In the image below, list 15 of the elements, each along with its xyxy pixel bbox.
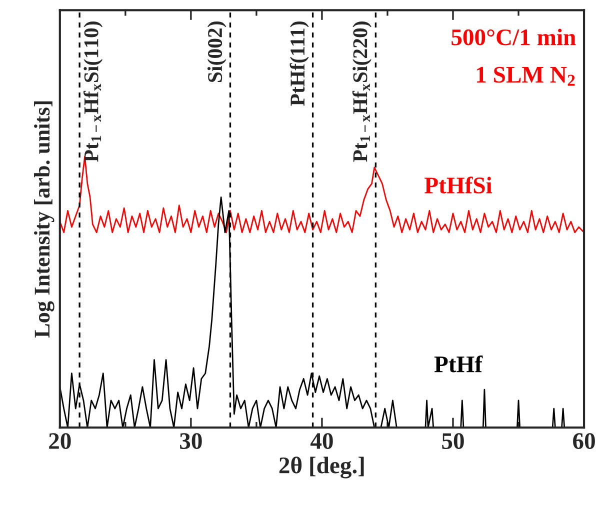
x-tick-label: 40: [310, 433, 333, 450]
x-tick-label: 20: [49, 433, 71, 450]
y-axis-title: Log Intensity [arb. units]: [34, 101, 54, 338]
ref-line-label: Pt$_{1−x}$Hf$_{x}$Si(220): [352, 22, 372, 162]
ref-line-label: PtHf(111): [290, 22, 309, 106]
series-label: PtHfSi: [424, 176, 492, 194]
x-axis-title: 2θ [deg.]: [279, 456, 364, 478]
ref-line-label: Pt$_{1−x}$Hf$_{x}$Si(110): [83, 22, 103, 162]
series-label: PtHf: [434, 355, 483, 372]
x-tick-label: 30: [180, 433, 202, 450]
ref-line-label: Si(002): [207, 22, 226, 82]
text: 500°C/1 min: [452, 28, 576, 46]
text: 1 SLM N$_{2}$: [477, 66, 575, 86]
x-tick-label: 50: [442, 433, 464, 450]
x-tick-label: 60: [573, 433, 595, 450]
